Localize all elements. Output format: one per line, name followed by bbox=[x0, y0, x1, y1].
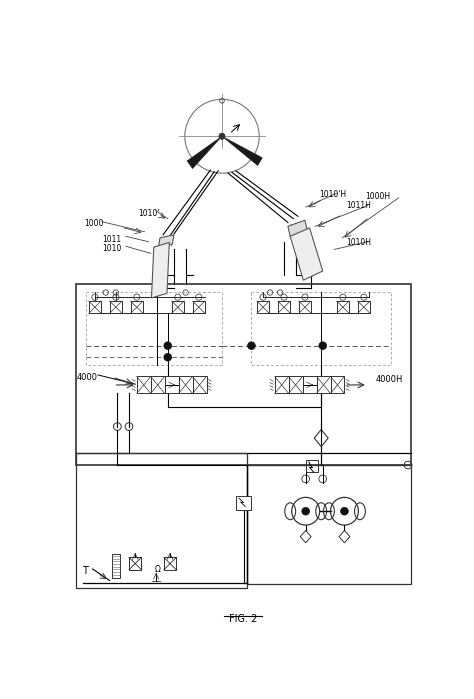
Text: 4000H: 4000H bbox=[375, 375, 403, 384]
Bar bbox=[164, 377, 179, 394]
Bar bbox=[192, 377, 207, 394]
Circle shape bbox=[319, 342, 327, 350]
Bar bbox=[278, 301, 290, 313]
Circle shape bbox=[302, 507, 310, 515]
Bar bbox=[179, 377, 192, 394]
Bar bbox=[164, 557, 176, 570]
Polygon shape bbox=[187, 136, 222, 168]
Circle shape bbox=[247, 342, 255, 350]
Bar bbox=[302, 377, 317, 394]
Bar bbox=[109, 301, 122, 313]
Text: 1010': 1010' bbox=[138, 208, 160, 217]
Text: 1010'H: 1010'H bbox=[319, 190, 346, 199]
Circle shape bbox=[341, 507, 348, 515]
Bar bbox=[112, 554, 120, 578]
Circle shape bbox=[219, 134, 225, 139]
Text: 1011: 1011 bbox=[102, 235, 121, 244]
Bar bbox=[337, 301, 349, 313]
Bar bbox=[247, 465, 411, 584]
Bar bbox=[306, 460, 318, 472]
Bar bbox=[130, 301, 143, 313]
Bar bbox=[151, 377, 164, 394]
Text: 1010: 1010 bbox=[102, 244, 121, 253]
Text: Ω: Ω bbox=[155, 565, 161, 574]
Text: 1000: 1000 bbox=[84, 219, 103, 228]
Bar bbox=[129, 557, 141, 570]
Bar bbox=[317, 377, 330, 394]
Bar bbox=[299, 301, 311, 313]
Bar bbox=[89, 301, 101, 313]
Text: 1011H: 1011H bbox=[346, 201, 371, 210]
Text: T: T bbox=[82, 566, 88, 576]
Bar bbox=[192, 301, 205, 313]
Circle shape bbox=[164, 354, 172, 361]
Text: 1010H: 1010H bbox=[346, 238, 371, 247]
Bar bbox=[76, 284, 411, 465]
Bar bbox=[172, 301, 184, 313]
Polygon shape bbox=[152, 243, 169, 298]
Bar bbox=[236, 496, 251, 510]
Polygon shape bbox=[158, 235, 174, 247]
Circle shape bbox=[164, 342, 172, 350]
Bar bbox=[289, 377, 302, 394]
Bar bbox=[257, 301, 269, 313]
Bar bbox=[76, 454, 247, 589]
Text: 4000: 4000 bbox=[76, 373, 97, 382]
Bar bbox=[275, 377, 289, 394]
Polygon shape bbox=[288, 220, 307, 236]
Text: 1000H: 1000H bbox=[365, 192, 391, 201]
Bar bbox=[330, 377, 345, 394]
Bar bbox=[86, 291, 222, 365]
Polygon shape bbox=[290, 228, 323, 280]
Text: FIG. 2: FIG. 2 bbox=[229, 614, 257, 624]
Bar bbox=[137, 377, 151, 394]
Bar bbox=[251, 291, 391, 365]
Bar bbox=[357, 301, 370, 313]
Polygon shape bbox=[222, 136, 262, 166]
